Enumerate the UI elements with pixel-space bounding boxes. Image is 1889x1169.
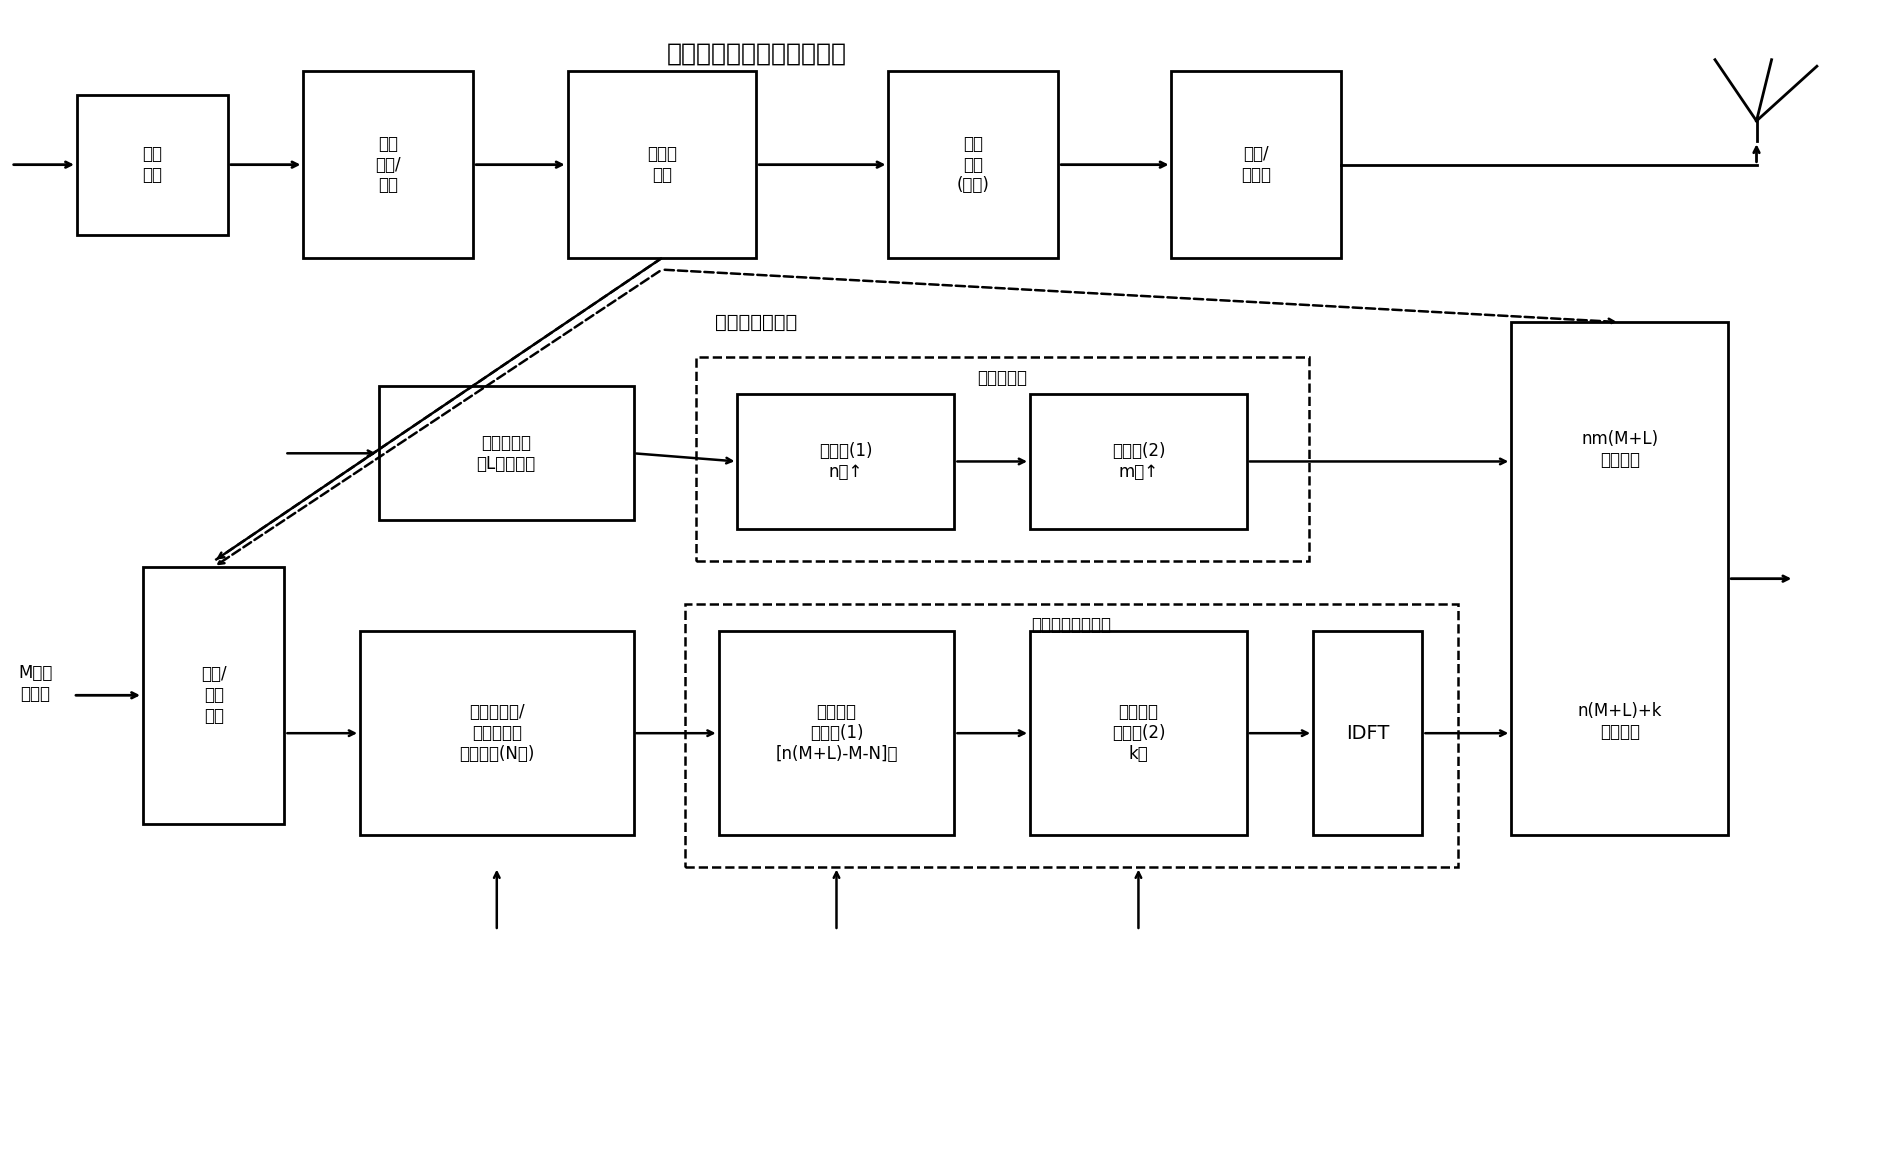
Text: 插入虚拟
子载波(2)
k个: 插入虚拟 子载波(2) k个 (1111, 704, 1166, 763)
Text: 插入虚拟
子载波(1)
[n(M+L)-M-N]个: 插入虚拟 子载波(1) [n(M+L)-M-N]个 (774, 704, 897, 763)
Text: M个调
制符号: M个调 制符号 (19, 664, 53, 703)
Text: 信道
编码/
映射: 信道 编码/ 映射 (376, 134, 400, 194)
Bar (684, 604, 1458, 866)
Text: 时域/
频域
选择: 时域/ 频域 选择 (200, 665, 227, 725)
Text: 输入
缓冲: 输入 缓冲 (142, 145, 162, 184)
Text: 数据帧填充方法: 数据帧填充方法 (714, 312, 797, 332)
Text: 插导频信号/
受强保护的
未知信息(N个): 插导频信号/ 受强保护的 未知信息(N个) (459, 704, 535, 763)
Text: 升采样模块: 升采样模块 (977, 369, 1028, 387)
Bar (359, 631, 633, 835)
Bar (144, 567, 285, 824)
Text: nm(M+L)
个采样点: nm(M+L) 个采样点 (1581, 430, 1657, 469)
Bar (1171, 71, 1341, 258)
Bar (1511, 323, 1727, 835)
Bar (695, 357, 1309, 561)
Bar (77, 95, 229, 235)
Text: 数据
组帧
(超帧): 数据 组帧 (超帧) (956, 134, 990, 194)
Text: 插虚拟子载波模块: 插虚拟子载波模块 (1031, 616, 1111, 635)
Bar (378, 386, 633, 520)
Bar (1313, 631, 1422, 835)
Text: IDFT: IDFT (1345, 724, 1388, 742)
Bar (718, 631, 954, 835)
Bar (737, 394, 954, 528)
Bar (1030, 631, 1247, 835)
Bar (567, 71, 756, 258)
Text: 调制/
上变频: 调制/ 上变频 (1241, 145, 1271, 184)
Bar (1030, 394, 1247, 528)
Text: 数据帧
填充: 数据帧 填充 (646, 145, 676, 184)
Text: 升采样(1)
n倍↑: 升采样(1) n倍↑ (818, 442, 873, 480)
Bar (888, 71, 1058, 258)
Text: n(M+L)+k
个采样点: n(M+L)+k 个采样点 (1577, 703, 1660, 741)
Text: 数字电视地面广播发射系统: 数字电视地面广播发射系统 (667, 42, 846, 65)
Text: 升采样(2)
m倍↑: 升采样(2) m倍↑ (1111, 442, 1166, 480)
Bar (302, 71, 472, 258)
Text: 插参考信息
（L个符号）: 插参考信息 （L个符号） (476, 434, 536, 472)
